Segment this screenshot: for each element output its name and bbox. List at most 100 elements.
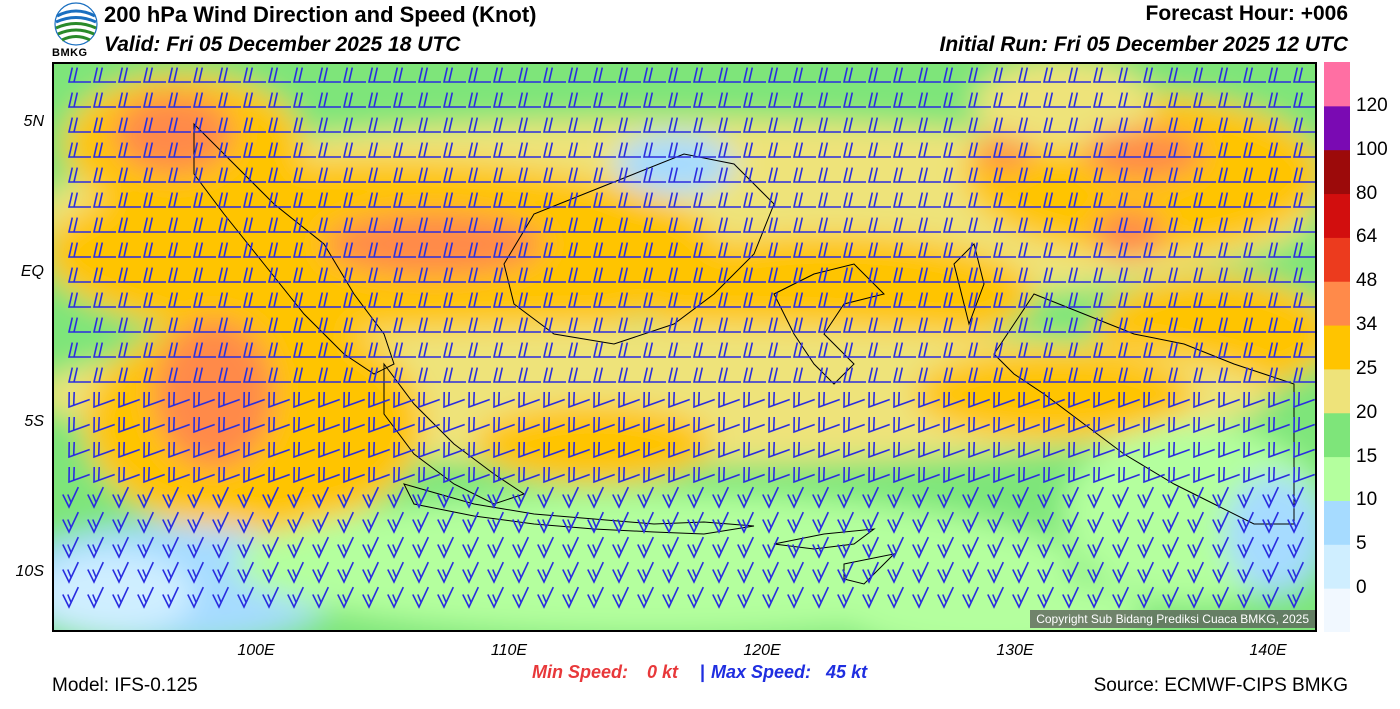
wind-barb: [387, 511, 405, 534]
wind-barb: [967, 342, 991, 358]
wind-barb: [442, 67, 466, 83]
wind-barb: [867, 242, 891, 258]
wind-barb: [292, 292, 316, 308]
wind-barb: [1042, 267, 1066, 283]
wind-barb: [742, 167, 766, 183]
wind-barb: [987, 536, 1005, 559]
wind-barb: [292, 367, 316, 383]
wind-barb: [418, 466, 440, 484]
wind-barbs: [62, 67, 1315, 609]
wind-barb: [942, 292, 966, 308]
wind-barb: [87, 486, 105, 509]
lon-label-140e: 140E: [1249, 642, 1287, 659]
wind-barb: [962, 561, 980, 584]
wind-barb: [217, 67, 241, 83]
wind-barb: [192, 117, 216, 133]
wind-barb: [342, 192, 366, 208]
wind-barb: [517, 217, 541, 233]
wind-barb: [1087, 536, 1105, 559]
wind-barb: [1212, 586, 1230, 609]
wind-barb: [267, 292, 291, 308]
wind-barb: [67, 217, 91, 233]
wind-barb: [1267, 67, 1291, 83]
wind-barb: [192, 67, 216, 83]
wind-barb: [1117, 92, 1141, 108]
wind-barb: [317, 317, 341, 333]
wind-barb: [918, 391, 940, 409]
wind-barb: [112, 486, 130, 509]
wind-barb: [387, 561, 405, 584]
wind-barb: [337, 511, 355, 534]
wind-barb: [517, 367, 541, 383]
wind-barb: [1268, 391, 1290, 409]
wind-barb: [867, 192, 891, 208]
wind-barb: [1118, 466, 1140, 484]
wind-barb: [887, 561, 905, 584]
wind-barb: [112, 511, 130, 534]
wind-barb: [1217, 192, 1241, 208]
wind-barb: [918, 466, 940, 484]
wind-barb: [442, 167, 466, 183]
wind-barb: [467, 317, 491, 333]
wind-barb: [1067, 142, 1091, 158]
wind-barb: [217, 267, 241, 283]
wind-barb: [112, 536, 130, 559]
wind-barb: [968, 466, 990, 484]
wind-barb: [1292, 242, 1315, 258]
wind-barb: [618, 391, 640, 409]
wind-barb: [1117, 67, 1141, 83]
wind-barb: [1168, 391, 1190, 409]
wind-barb: [1162, 511, 1180, 534]
wind-barb: [192, 92, 216, 108]
wind-barb: [317, 217, 341, 233]
wind-barb: [687, 486, 705, 509]
wind-barb: [992, 367, 1016, 383]
wind-barb: [1017, 217, 1041, 233]
wind-barb: [512, 561, 530, 584]
wind-barb: [642, 167, 666, 183]
wind-barb: [967, 217, 991, 233]
wind-barb: [268, 391, 290, 409]
wind-barb: [1092, 342, 1116, 358]
wind-barb: [617, 67, 641, 83]
wind-barb: [137, 486, 155, 509]
wind-barb: [392, 367, 416, 383]
wind-barb: [867, 217, 891, 233]
wind-barb: [217, 317, 241, 333]
wind-barb: [1117, 242, 1141, 258]
wind-barb: [418, 391, 440, 409]
wind-barb: [342, 367, 366, 383]
wind-barb: [1237, 511, 1255, 534]
wind-barb: [717, 142, 741, 158]
wind-barb: [318, 441, 340, 459]
colorbar-label: 10: [1356, 489, 1378, 511]
wind-barb: [767, 142, 791, 158]
wind-barb: [917, 292, 941, 308]
wind-barb: [442, 142, 466, 158]
wind-barb: [1092, 242, 1116, 258]
wind-barb: [217, 367, 241, 383]
wind-barb: [217, 342, 241, 358]
wind-barb: [1217, 292, 1241, 308]
wind-barb: [412, 511, 430, 534]
wind-barb: [762, 536, 780, 559]
wind-barb: [567, 292, 591, 308]
wind-barb: [768, 391, 790, 409]
wind-barb: [643, 466, 665, 484]
wind-barb: [167, 292, 191, 308]
wind-barb: [717, 117, 741, 133]
wind-barb: [592, 367, 616, 383]
wind-barb: [643, 441, 665, 459]
wind-barb: [343, 416, 365, 434]
wind-barb: [892, 367, 916, 383]
wind-barb: [417, 92, 441, 108]
wind-barb: [742, 342, 766, 358]
wind-barb: [717, 167, 741, 183]
wind-barb: [868, 416, 890, 434]
wind-barb: [242, 67, 266, 83]
wind-barb: [92, 367, 116, 383]
wind-barb: [1142, 192, 1166, 208]
wind-barb: [812, 561, 830, 584]
wind-barb: [442, 292, 466, 308]
wind-barb: [1287, 561, 1305, 584]
